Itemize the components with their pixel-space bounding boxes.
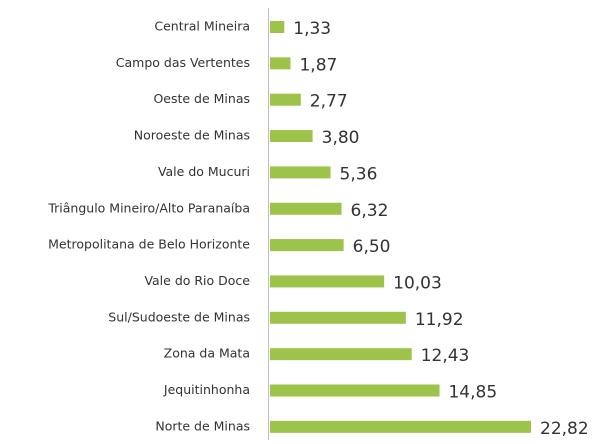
bar [270, 275, 385, 288]
bar [270, 202, 342, 215]
category-label: Zona da Mata [164, 346, 250, 361]
bar [270, 130, 313, 143]
value-label: 1,33 [293, 19, 331, 39]
value-label: 1,87 [299, 55, 337, 75]
value-label: 10,03 [393, 273, 442, 293]
value-label: 14,85 [448, 383, 497, 403]
category-label: Campo das Vertentes [116, 55, 250, 70]
bar [270, 420, 531, 433]
value-label: 6,32 [351, 201, 389, 221]
category-label: Jequitinhonha [163, 382, 250, 397]
bar [270, 93, 301, 106]
bar [270, 21, 285, 33]
value-label: 12,43 [421, 346, 470, 366]
category-label: Noroeste de Minas [134, 128, 250, 143]
value-label: 6,50 [353, 237, 391, 257]
bar [270, 166, 331, 179]
bar [270, 239, 344, 252]
category-label: Vale do Mucuri [158, 164, 250, 179]
category-label: Central Mineira [154, 19, 250, 34]
category-label: Metropolitana de Belo Horizonte [48, 237, 250, 252]
bar [270, 384, 440, 397]
value-label: 11,92 [415, 310, 464, 330]
category-label: Triângulo Mineiro/Alto Paranaíba [47, 200, 250, 215]
category-label: Oeste de Minas [153, 91, 250, 106]
category-label: Sul/Sudoeste de Minas [108, 309, 250, 324]
bar [270, 57, 291, 70]
bar [270, 311, 406, 324]
value-label: 2,77 [310, 92, 348, 112]
category-label: Norte de Minas [155, 418, 250, 433]
value-label: 3,80 [322, 128, 360, 148]
category-label: Vale do Rio Doce [144, 273, 250, 288]
value-label: 5,36 [340, 164, 378, 184]
bar [270, 348, 412, 361]
value-label: 22,82 [540, 419, 589, 439]
